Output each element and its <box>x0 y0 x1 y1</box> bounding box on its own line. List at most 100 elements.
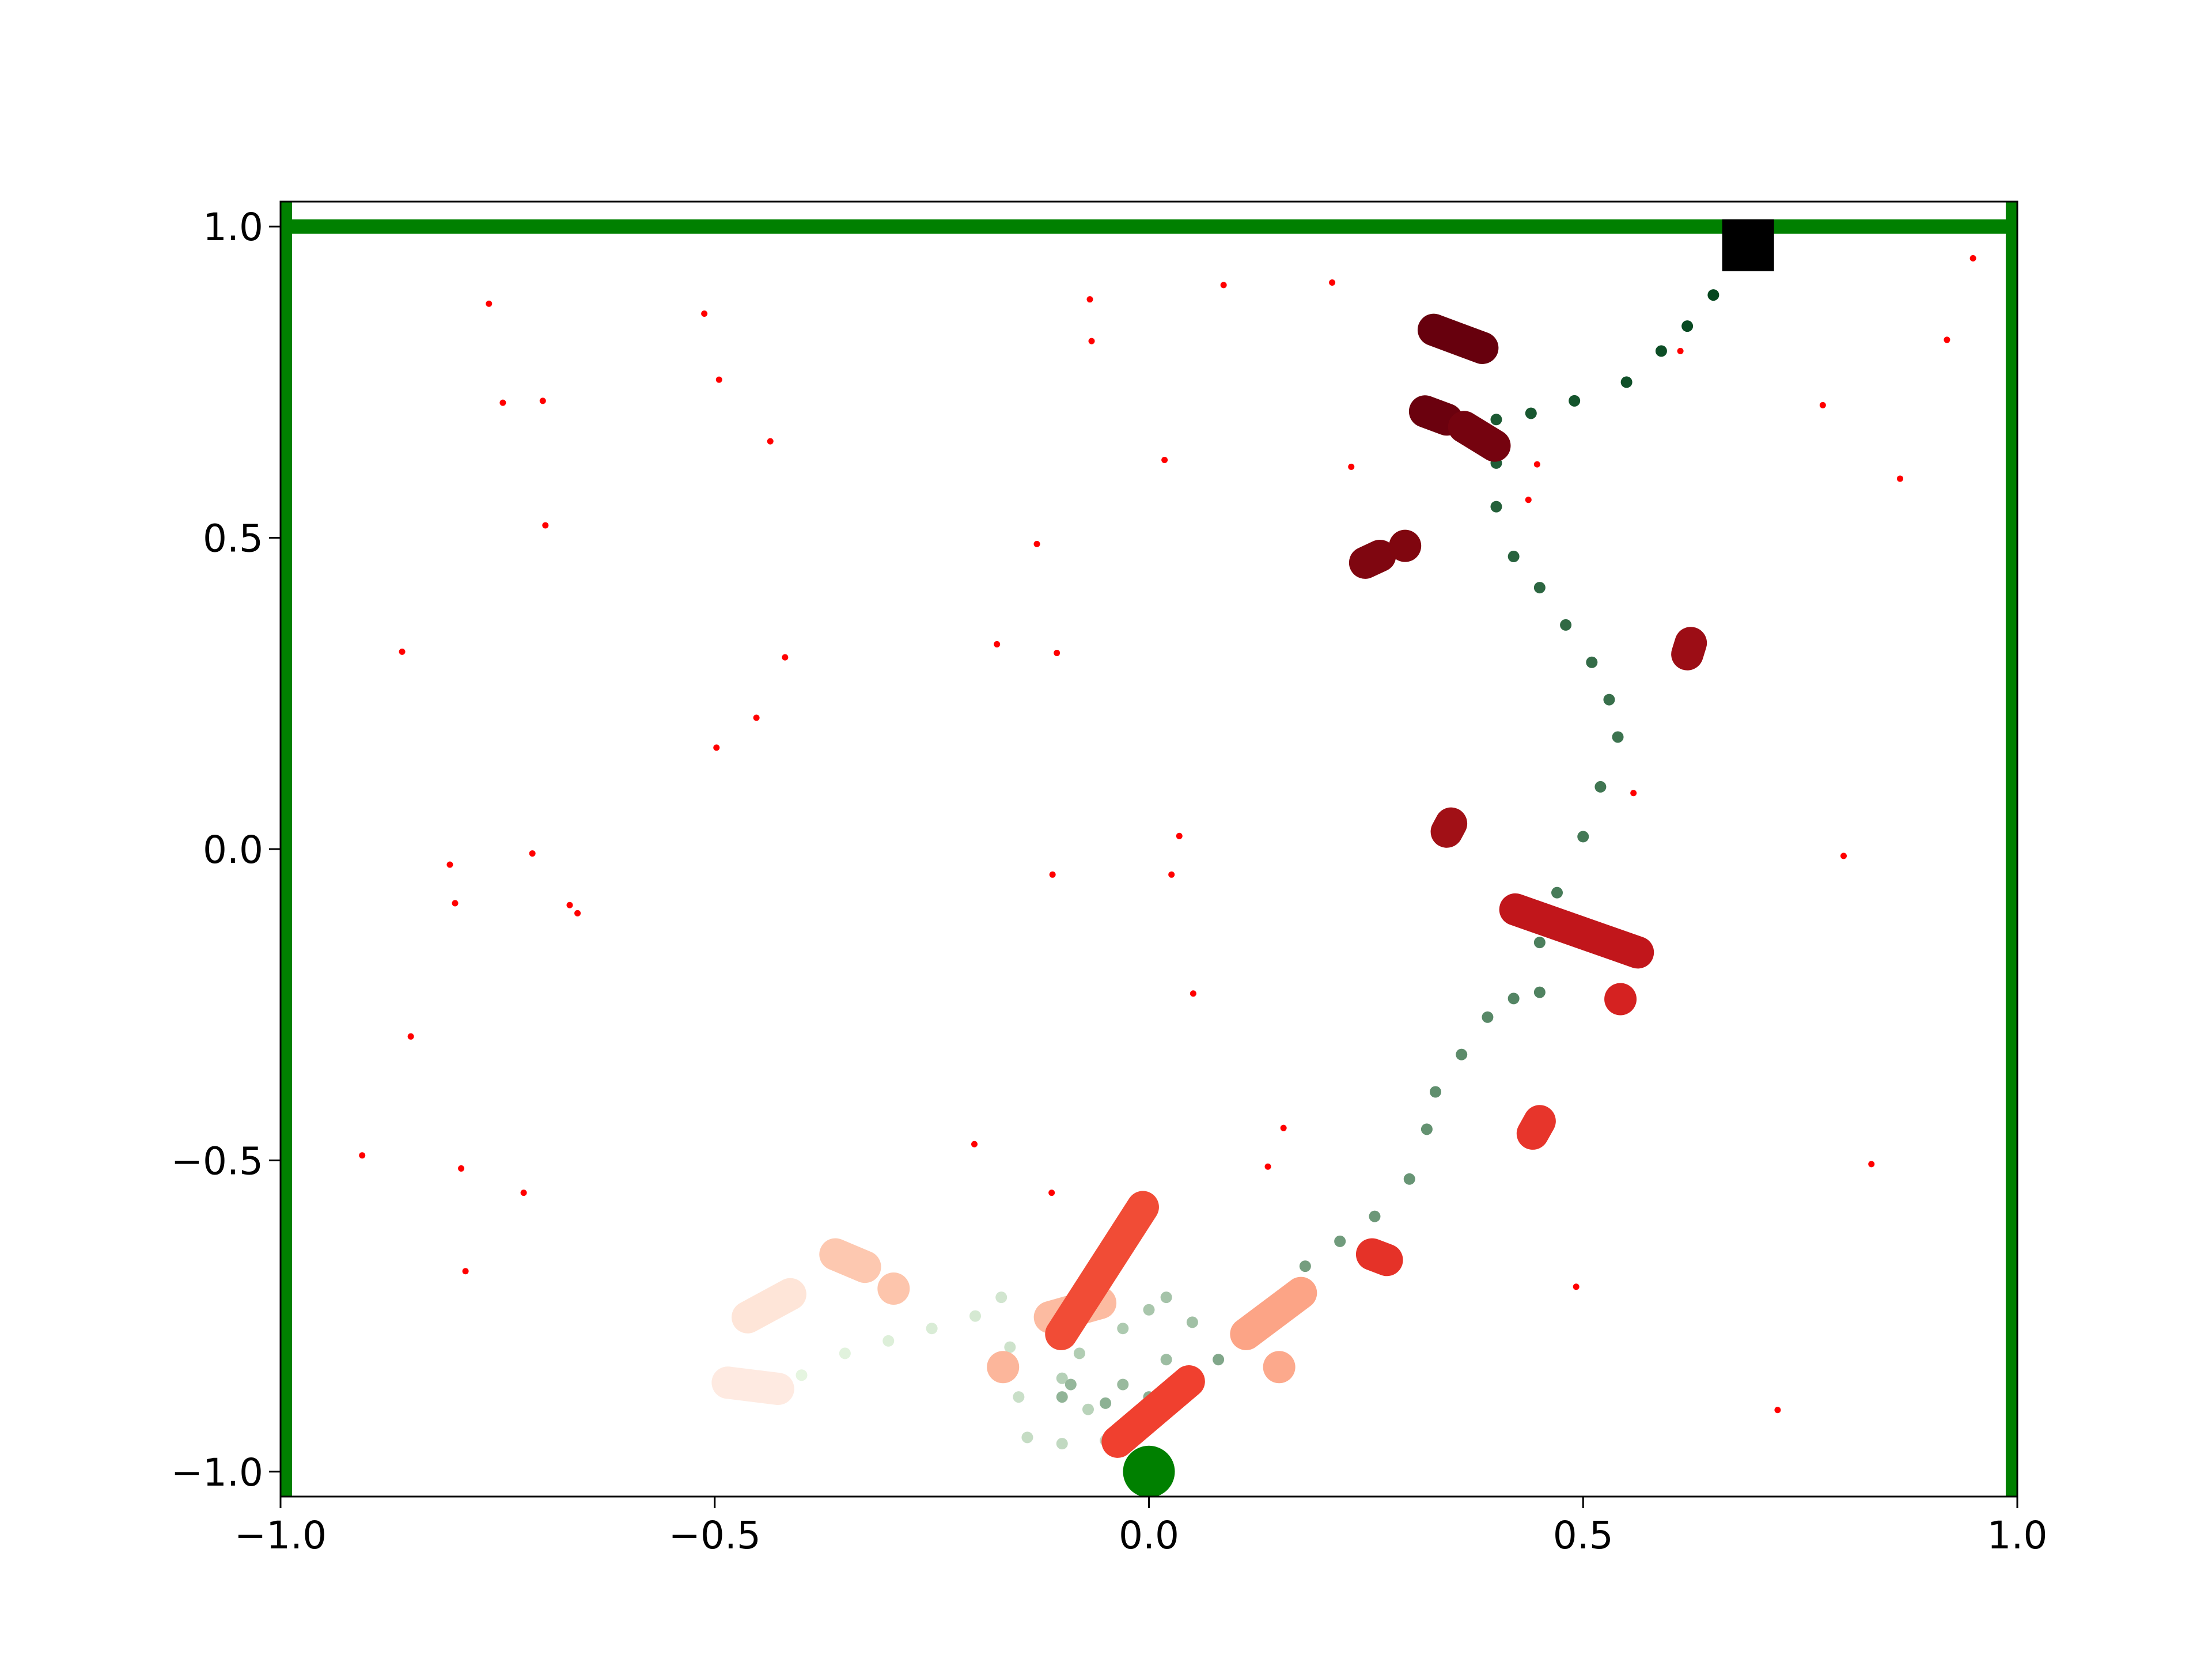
moving-obstacle <box>1230 1277 1317 1350</box>
obstacle-point <box>1161 457 1168 464</box>
moving-obstacle <box>1417 313 1499 364</box>
trajectory-point <box>1586 656 1598 668</box>
trajectory-point <box>1429 1086 1441 1098</box>
trajectory-point <box>1100 1397 1112 1409</box>
moving-obstacle <box>1263 1351 1296 1384</box>
start <box>1123 1445 1175 1497</box>
trajectory-point <box>1213 1354 1225 1366</box>
trajectory-point <box>1612 731 1624 743</box>
trajectory-point <box>1021 1431 1033 1444</box>
obstacle-point <box>1054 650 1060 657</box>
plot-area <box>281 202 2017 1497</box>
trajectory-point <box>1369 1210 1381 1222</box>
obstacle-point <box>407 1033 414 1040</box>
trajectory-point <box>1403 1173 1415 1185</box>
obstacle-point <box>1868 1161 1875 1168</box>
obstacle-point <box>1049 871 1056 878</box>
y-tick-label: −1.0 <box>171 1450 263 1495</box>
obstacle-point <box>701 310 708 317</box>
obstacle-point <box>574 910 581 916</box>
obstacle-point <box>1086 296 1093 303</box>
obstacle-point <box>1969 255 1976 262</box>
obstacle-point <box>542 522 549 529</box>
moving-obstacle <box>711 1366 794 1406</box>
obstacle-point <box>753 714 760 721</box>
trajectory-point <box>1082 1403 1094 1415</box>
trajectory-point <box>1490 501 1502 513</box>
trajectory-point <box>1577 831 1589 843</box>
obstacle-point <box>486 300 493 307</box>
trajectory-point <box>1334 1235 1346 1247</box>
trajectory-point <box>1143 1304 1155 1316</box>
obstacle-point <box>1533 461 1540 468</box>
obstacle-point <box>715 376 722 383</box>
trajectory-point <box>1533 937 1546 949</box>
trajectory-point <box>1620 376 1633 388</box>
obstacle-point <box>452 900 459 907</box>
obstacle-point <box>1774 1407 1781 1414</box>
obstacle-point <box>1630 790 1637 797</box>
trajectory-point <box>1508 993 1520 1005</box>
trajectory-point <box>1560 619 1572 631</box>
obstacle-point <box>1088 338 1095 344</box>
obstacle-point <box>767 438 774 445</box>
trajectory-point <box>1707 289 1719 301</box>
trajectory-point <box>1551 887 1563 899</box>
moving-obstacle <box>1516 1105 1556 1150</box>
moving-obstacle <box>1389 529 1422 562</box>
moving-obstacle <box>1045 1191 1159 1350</box>
obstacle-point <box>462 1268 469 1275</box>
trajectory-point <box>1160 1354 1172 1366</box>
trajectory-point <box>1065 1378 1077 1391</box>
trajectory-point <box>1013 1391 1025 1403</box>
moving-obstacle <box>1671 627 1707 671</box>
trajectory-point <box>1186 1316 1198 1328</box>
obstacle-point <box>1896 475 1903 482</box>
trajectory-point <box>1299 1260 1311 1272</box>
trajectory-point <box>1508 551 1520 563</box>
trajectory-point <box>1569 395 1581 407</box>
obstacle-point <box>1348 463 1355 470</box>
trajectory-point <box>1681 320 1694 332</box>
y-tick-label: 1.0 <box>203 205 263 249</box>
x-tick-label: 1.0 <box>1987 1513 2048 1558</box>
moving-obstacle <box>819 1238 881 1283</box>
moving-obstacle <box>1101 1365 1205 1458</box>
obstacle-point <box>1525 497 1532 503</box>
trajectory-point <box>1160 1291 1172 1304</box>
trajectory-point <box>796 1369 808 1381</box>
moving-obstacle <box>1499 893 1654 969</box>
obstacle-point <box>1280 1124 1287 1131</box>
obstacle-point <box>1220 282 1227 289</box>
trajectory-point <box>1117 1378 1129 1391</box>
obstacle-point <box>1190 990 1196 997</box>
trajectory-point <box>1421 1123 1433 1135</box>
obstacle-point <box>1048 1190 1055 1196</box>
obstacle-point <box>1168 871 1175 878</box>
obstacle-point <box>539 397 546 404</box>
trajectory-point <box>1525 407 1537 419</box>
trajectory-point <box>1073 1347 1085 1359</box>
obstacle-point <box>1944 336 1950 343</box>
trajectory-point <box>1655 345 1667 357</box>
obstacle-point <box>713 744 720 751</box>
trajectory-point <box>926 1323 938 1335</box>
trajectory-point <box>1533 986 1546 998</box>
moving-obstacle <box>1604 983 1637 1016</box>
trajectory-point <box>1117 1323 1129 1335</box>
obstacle-point <box>520 1190 527 1196</box>
x-tick-label: 0.0 <box>1119 1513 1179 1558</box>
x-tick-label: 0.5 <box>1553 1513 1613 1558</box>
obstacle-point <box>399 648 406 655</box>
obstacle-point <box>1264 1163 1271 1170</box>
moving-obstacle <box>987 1351 1020 1384</box>
obstacle-point <box>359 1152 366 1159</box>
trajectory-point <box>839 1347 851 1359</box>
trajectory-point <box>995 1291 1007 1304</box>
moving-obstacle <box>1408 395 1463 436</box>
trajectory-point <box>1533 582 1546 594</box>
obstacle-point <box>1819 402 1826 408</box>
moving-obstacle <box>877 1272 910 1305</box>
